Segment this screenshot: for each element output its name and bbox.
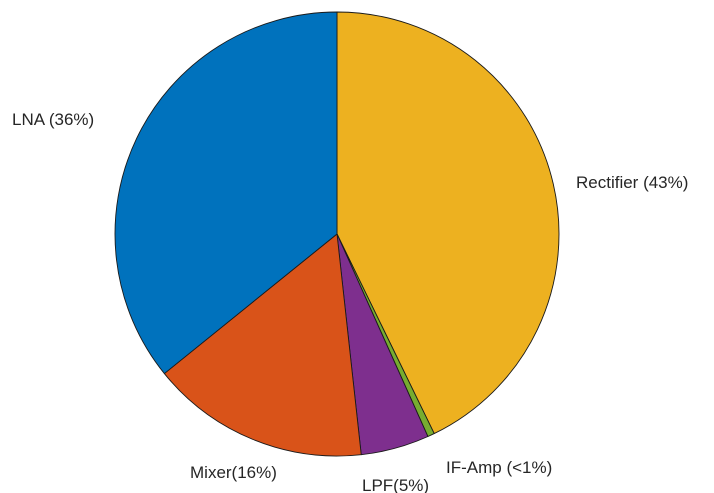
pie-slices [114, 11, 560, 457]
pie-slice-4 [163, 233, 362, 457]
pie-slice-5 [114, 11, 338, 375]
pie-slice-1 [336, 11, 560, 435]
pie-slice-label-3: LPF(5%) [362, 476, 429, 493]
pie-slice-label-4: Mixer(16%) [190, 463, 277, 482]
pie-labels: Rectifier (43%) IF-Amp (<1%) LPF(5%) Mixer(… [12, 110, 688, 493]
pie-slice-label-5: LNA (36%) [12, 110, 94, 129]
pie-slice-label-1: Rectifier (43%) [576, 173, 688, 192]
pie-slice-label-2: IF-Amp (<1%) [446, 458, 552, 477]
